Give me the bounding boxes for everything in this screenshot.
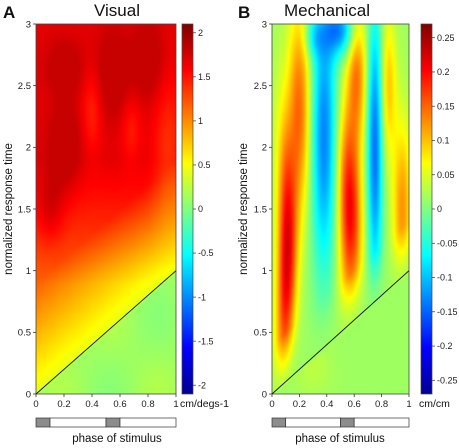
y-tick-label: 2.5 xyxy=(18,81,31,92)
panel-a-colorbar: 2 1.5 1 0.5 0 -0.5 -1 -1.5 -2 cm/degs-1 xyxy=(180,23,229,410)
y-tick-label: 3 xyxy=(26,19,31,30)
stimulus-segment-off xyxy=(285,417,341,428)
panel-a-x-axis: 0 0.2 0.4 0.6 0.8 1 xyxy=(33,394,179,410)
x-tick-label: 1 xyxy=(406,399,411,410)
x-tick-label: 0 xyxy=(33,399,38,410)
y-tick-label: 0.5 xyxy=(18,328,31,339)
y-tick-label: 2 xyxy=(262,143,267,154)
colorbar-tick-label: -0.2 xyxy=(437,341,453,351)
y-tick-label: 1 xyxy=(26,266,31,277)
colorbar-tick-label: -0.25 xyxy=(437,375,458,385)
colorbar-tick-label: 0 xyxy=(437,204,442,214)
colorbar-tick-label: 1 xyxy=(198,116,203,126)
y-tick-label: 0.5 xyxy=(254,328,267,339)
colorbar-tick-label: -2 xyxy=(198,380,206,390)
x-tick-label: 0.6 xyxy=(348,399,361,410)
panel-a-title: Visual xyxy=(94,1,140,20)
panel-a-ylabel: normalized response time xyxy=(3,143,15,275)
x-tick-label: 1 xyxy=(173,399,178,410)
colorbar-tick-label: -0.05 xyxy=(437,238,458,248)
x-tick-label: 0.8 xyxy=(375,399,388,410)
colorbar-tick-label: 2 xyxy=(198,28,203,38)
panel-a-colorbar-unit: cm/degs-1 xyxy=(180,398,229,410)
stimulus-segment-on xyxy=(340,417,355,428)
panel-b-colorbar-gradient xyxy=(421,24,432,394)
panel-a-stimulus-bar xyxy=(35,417,177,428)
panel-b: B Mechanical 0 0.5 1 1.5 2 2.5 3 0 0.2 0.4 0.6 0.8… xyxy=(238,1,458,445)
y-tick-label: 2.5 xyxy=(254,81,267,92)
x-tick-label: 0.4 xyxy=(85,399,98,410)
panel-b-ylabel: normalized response time xyxy=(238,143,250,275)
panel-a-colorbar-gradient xyxy=(182,24,193,394)
y-tick-label: 1.5 xyxy=(18,204,31,215)
panel-b-heatmap xyxy=(272,24,409,394)
panel-b-title: Mechanical xyxy=(284,1,370,20)
x-tick-label: 0.2 xyxy=(57,399,70,410)
colorbar-tick-label: 0.5 xyxy=(198,160,211,170)
colorbar-tick-label: -1.5 xyxy=(198,336,214,346)
stimulus-segment-off xyxy=(119,417,177,428)
y-tick-label: 1 xyxy=(262,266,267,277)
panel-a-y-axis: 0 0.5 1 1.5 2 2.5 3 xyxy=(18,19,36,400)
colorbar-tick-label: -0.15 xyxy=(437,307,458,317)
panel-b-y-axis: 0 0.5 1 1.5 2 2.5 3 xyxy=(254,19,272,400)
colorbar-tick-label: 0 xyxy=(198,204,203,214)
panel-a-colorbar-ticks: 2 1.5 1 0.5 0 -0.5 -1 -1.5 -2 xyxy=(181,23,214,395)
panel-b-colorbar-unit: cm/cm xyxy=(419,398,450,410)
panel-a-diagonal-line xyxy=(35,270,177,395)
panel-b-colorbar: 0.25 0.2 0.15 0.1 0.05 0 -0.05 -0.1 -0.15 -0.2 -0.… xyxy=(419,23,458,410)
x-tick-label: 0.8 xyxy=(141,399,154,410)
panel-b-x-axis: 0 0.2 0.4 0.6 0.8 1 xyxy=(269,394,412,410)
y-tick-label: 0 xyxy=(262,389,267,400)
stimulus-segment-on xyxy=(35,417,51,428)
panel-a-xlabel: phase of stimulus xyxy=(72,433,162,445)
stimulus-segment-off xyxy=(49,417,107,428)
colorbar-tick-label: 1.5 xyxy=(198,72,211,82)
colorbar-tick-label: 0.1 xyxy=(437,136,450,146)
panel-b-stimulus-bar xyxy=(271,417,410,428)
stimulus-segment-on xyxy=(271,417,287,428)
panel-a-label: A xyxy=(3,3,15,22)
panel-b-colorbar-ticks: 0.25 0.2 0.15 0.1 0.05 0 -0.05 -0.1 -0.15 -0.2 -0.… xyxy=(420,23,458,395)
y-tick-label: 1.5 xyxy=(254,204,267,215)
panel-b-diagonal-line xyxy=(271,270,410,395)
x-tick-label: 0.6 xyxy=(113,399,126,410)
panel-a-heatmap xyxy=(36,24,176,394)
x-tick-label: 0.2 xyxy=(293,399,306,410)
panel-a: A Visual 0 0.5 1 1.5 2 2.5 3 0 0.2 0.4 0.6 0.8 1 no… xyxy=(3,1,229,445)
colorbar-tick-label: 0.05 xyxy=(437,170,455,180)
y-tick-label: 0 xyxy=(26,389,31,400)
y-tick-label: 2 xyxy=(26,143,31,154)
panel-b-xlabel: phase of stimulus xyxy=(295,433,385,445)
colorbar-tick-label: -0.1 xyxy=(437,273,453,283)
x-tick-label: 0.4 xyxy=(320,399,333,410)
colorbar-tick-label: -1 xyxy=(198,292,206,302)
x-tick-label: 0 xyxy=(269,399,274,410)
stimulus-segment-on xyxy=(105,417,121,428)
y-tick-label: 3 xyxy=(262,19,267,30)
colorbar-tick-label: 0.15 xyxy=(437,101,455,111)
colorbar-tick-label: -0.5 xyxy=(198,248,214,258)
colorbar-tick-label: 0.25 xyxy=(437,33,455,43)
stimulus-segment-off xyxy=(353,417,410,428)
panel-b-label: B xyxy=(238,3,250,22)
colorbar-tick-label: 0.2 xyxy=(437,67,450,77)
